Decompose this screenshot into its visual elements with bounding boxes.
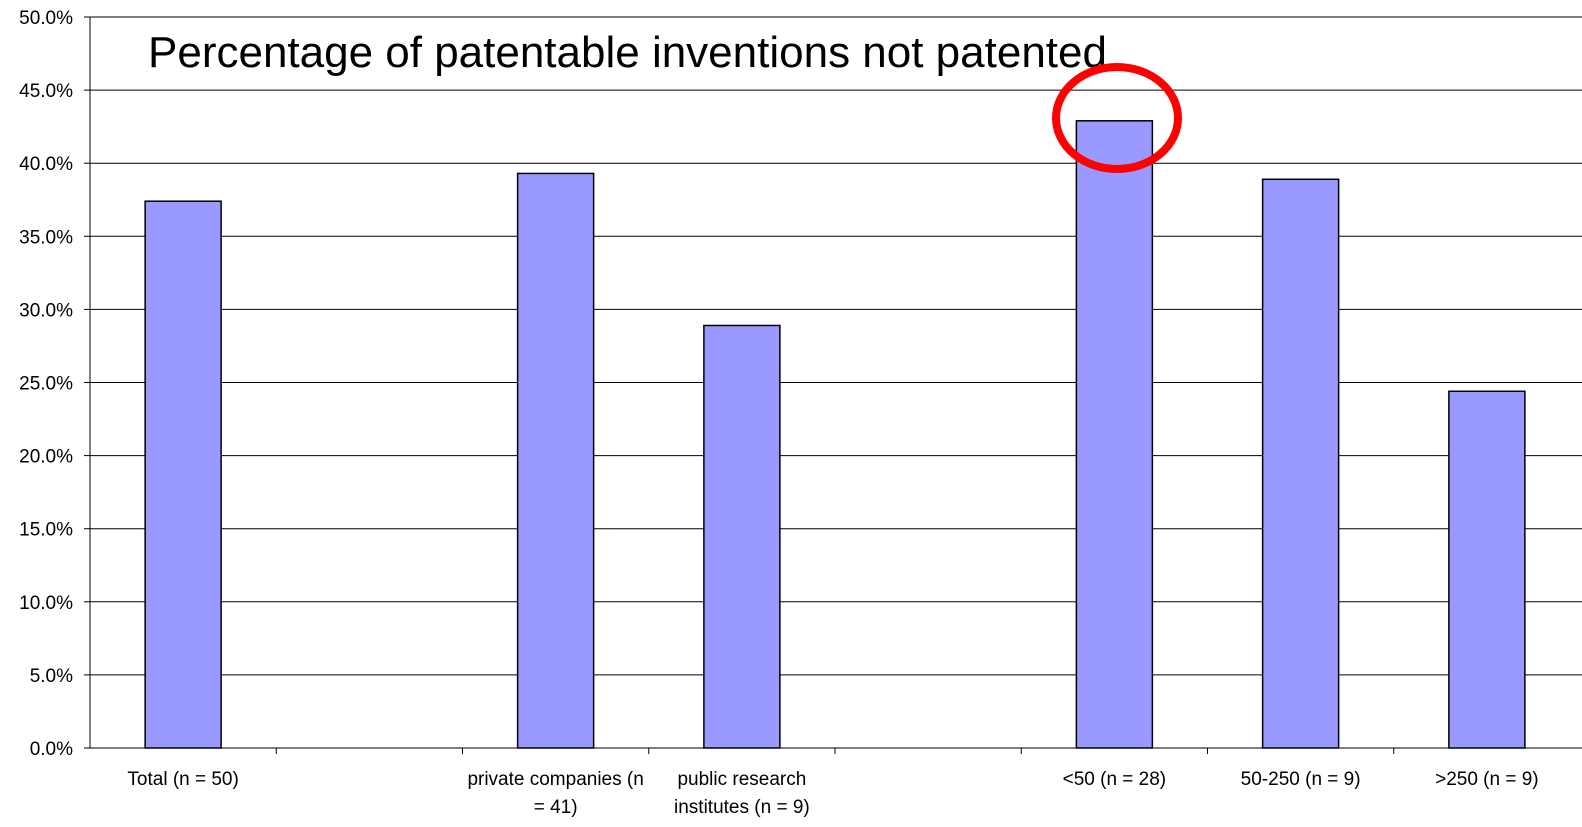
y-tick-label: 20.0% [19,447,73,468]
y-tick-label: 35.0% [19,227,73,248]
x-tick-label: Total (n = 50) [127,769,239,790]
y-tick-label: 10.0% [19,593,73,614]
y-tick-label: 50.0% [19,8,73,29]
grid [84,16,1582,754]
x-tick-label: private companies (n = 41) [467,769,644,818]
bar [516,172,595,749]
bar [1448,390,1526,749]
x-tick-label: >250 (n = 9) [1435,769,1539,790]
bar [144,200,222,749]
y-tick-label: 5.0% [30,666,73,687]
x-tick-label: <50 (n = 28) [1062,769,1167,790]
y-tick-label: 25.0% [19,374,73,395]
bars [144,120,1526,749]
bar [1075,120,1154,749]
bar [703,324,781,749]
y-tick-label: 45.0% [19,81,73,102]
bar [1261,178,1340,749]
x-tick-label: 50-250 (n = 9) [1240,769,1361,790]
y-tick-label: 15.0% [19,520,73,541]
y-tick-label: 40.0% [19,154,73,175]
highlight-circle [1052,63,1182,173]
y-tick-label: 30.0% [19,300,73,321]
chart-title: Percentage of patentable inventions not … [148,28,1107,77]
x-tick-label: public research institutes (n = 9) [674,769,810,818]
y-tick-label: 0.0% [30,739,73,760]
